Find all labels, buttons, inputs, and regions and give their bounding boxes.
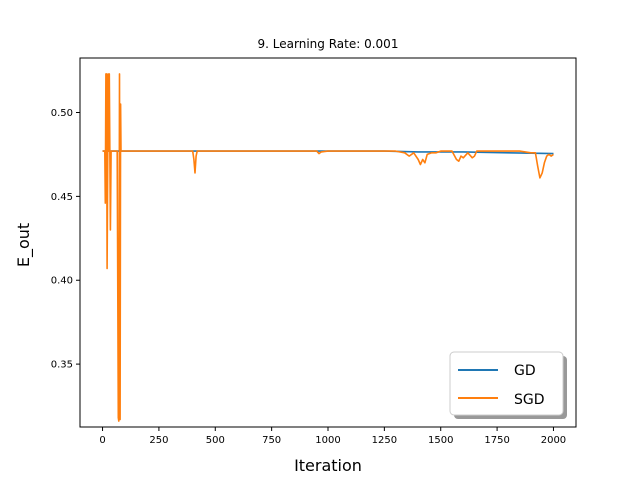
legend-label-gd: GD	[514, 363, 536, 379]
x-tick-label: 1250	[372, 435, 397, 446]
y-tick-label: 0.40	[51, 276, 73, 287]
y-tick-label: 0.50	[51, 108, 73, 119]
y-tick-label: 0.35	[51, 360, 73, 371]
series-line-sgd	[102, 73, 554, 422]
x-tick-label: 0	[99, 435, 105, 446]
y-axis-ticks: 0.35 0.40 0.45 0.50	[51, 108, 80, 371]
series-lines	[102, 73, 554, 422]
x-axis-ticks: 0 250 500 750 1000 1250 1500 1750 2000	[99, 427, 566, 446]
chart-title: 9. Learning Rate: 0.001	[258, 37, 399, 51]
x-tick-label: 2000	[541, 435, 566, 446]
x-tick-label: 250	[149, 435, 168, 446]
x-tick-label: 1750	[484, 435, 509, 446]
x-tick-label: 500	[206, 435, 225, 446]
legend: GD SGD	[449, 351, 567, 419]
x-axis-label: Iteration	[294, 456, 362, 475]
legend-label-sgd: SGD	[514, 392, 545, 408]
x-tick-label: 1000	[315, 435, 340, 446]
legend-box	[449, 351, 564, 416]
y-tick-label: 0.45	[51, 192, 73, 203]
y-axis-label: E_out	[14, 223, 34, 267]
x-tick-label: 750	[262, 435, 281, 446]
x-tick-label: 1500	[428, 435, 453, 446]
